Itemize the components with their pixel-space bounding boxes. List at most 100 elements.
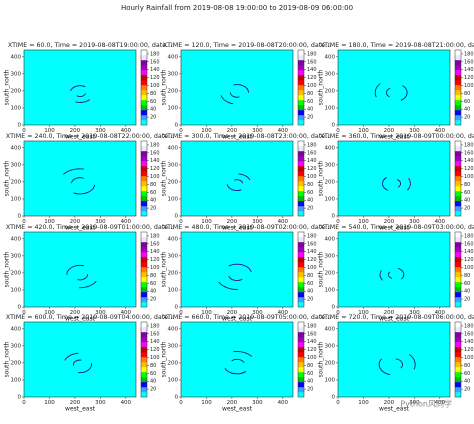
colorbar-segment [455, 201, 461, 207]
x-tick-label: 300 [409, 128, 420, 134]
colorbar-tick-label: 140 [150, 249, 160, 255]
colorbar-segment [455, 141, 461, 147]
colorbar-segment [298, 95, 304, 101]
colorbar-tick-label: 160 [464, 150, 474, 156]
colorbar-tick-label: 160 [464, 59, 474, 65]
colorbar-segment [455, 237, 461, 243]
colorbar-segment [141, 146, 147, 152]
y-tick-label: 200 [325, 88, 336, 94]
colorbar-tick-label: 180 [464, 142, 474, 148]
panel-title: XTIME = 480.0, Time = 2019-08-09T02:00:0… [163, 224, 331, 231]
colorbar-tick-label: 120 [464, 75, 474, 81]
colorbar-segment [141, 257, 147, 263]
y-axis-label: south_north [161, 160, 168, 196]
rain-band [379, 269, 383, 281]
colorbar-tick-label: 80 [307, 91, 313, 97]
colorbar-tick-label: 140 [464, 249, 474, 255]
colorbar-tick-label: 140 [464, 158, 474, 164]
colorbar-segment [455, 352, 461, 358]
colorbar-segment [298, 120, 304, 126]
colorbar-frame [454, 49, 462, 126]
colorbar-tick-label: 80 [307, 182, 313, 188]
x-tick-label: 0 [179, 219, 183, 225]
colorbar-segment [455, 302, 461, 308]
x-tick-label: 100 [44, 310, 55, 316]
y-tick-label: 100 [11, 377, 22, 383]
y-tick-label: 400 [325, 326, 336, 332]
colorbar-segment [455, 95, 461, 101]
colorbar-tick-label: 40 [464, 379, 470, 385]
colorbar-segment [455, 110, 461, 116]
y-tick-label: 400 [325, 54, 336, 60]
x-axis-label: west_east [379, 316, 410, 323]
colorbar-segment [455, 242, 461, 248]
colorbar-segment [298, 372, 304, 378]
colorbar-segment [141, 342, 147, 348]
colorbar-tick-label: 180 [150, 142, 160, 148]
rain-band [230, 92, 240, 98]
x-tick-label: 0 [22, 219, 26, 225]
y-tick-label: 400 [11, 54, 22, 60]
rain-band [220, 95, 234, 105]
colorbar-tick-label: 120 [464, 347, 474, 353]
colorbar-tick-label: 120 [307, 347, 317, 353]
colorbar-segment [298, 347, 304, 353]
y-tick-label: 100 [11, 196, 22, 202]
plot-area [180, 49, 294, 126]
plot-area [23, 140, 137, 217]
colorbar-tick-label: 40 [464, 107, 470, 113]
colorbar-frame [297, 321, 305, 398]
y-tick-label: 0 [18, 305, 22, 311]
y-tick-label: 100 [325, 377, 336, 383]
colorbar-segment [455, 156, 461, 162]
colorbar-tick-label: 20 [464, 115, 470, 121]
colorbar-segment [141, 161, 147, 167]
x-tick-label: 100 [44, 128, 55, 134]
colorbar-tick-label: 120 [150, 257, 160, 263]
colorbar-segment [141, 166, 147, 172]
x-tick-label: 200 [70, 400, 81, 406]
colorbar-segment [455, 232, 461, 238]
x-axis-label: west_east [65, 316, 96, 323]
colorbar-segment [298, 302, 304, 308]
colorbar-tick-label: 120 [464, 257, 474, 263]
colorbar-segment [141, 237, 147, 243]
colorbar-tick-label: 60 [464, 371, 470, 377]
colorbar-segment [141, 357, 147, 363]
colorbar-tick-label: 100 [307, 265, 317, 271]
x-tick-label: 0 [22, 310, 26, 316]
colorbar-segment [298, 357, 304, 363]
colorbar-tick-label: 100 [150, 265, 160, 271]
y-tick-label: 300 [168, 343, 179, 349]
x-tick-label: 400 [278, 128, 289, 134]
y-tick-label: 300 [325, 253, 336, 259]
rain-band [407, 178, 411, 191]
y-axis-label: south_north [4, 160, 11, 196]
colorbar-segment [141, 352, 147, 358]
colorbar-segment [141, 181, 147, 187]
colorbar-segment [141, 252, 147, 258]
y-axis-label: south_north [161, 69, 168, 105]
panel-title: XTIME = 60.0, Time = 2019-08-08T19:00:00… [8, 42, 172, 49]
colorbar-segment [141, 80, 147, 86]
colorbar-segment [298, 392, 304, 398]
y-tick-label: 200 [325, 270, 336, 276]
colorbar-segment [455, 196, 461, 202]
rain-band [66, 264, 85, 275]
colorbar-tick-label: 160 [150, 59, 160, 65]
colorbar-tick-label: 180 [150, 233, 160, 239]
colorbar-segment [298, 146, 304, 152]
colorbar-segment [141, 272, 147, 278]
x-tick-label: 400 [121, 310, 132, 316]
colorbar-segment [141, 55, 147, 61]
y-tick-label: 400 [11, 326, 22, 332]
colorbar-segment [141, 242, 147, 248]
x-tick-label: 200 [384, 219, 395, 225]
x-tick-label: 200 [70, 310, 81, 316]
colorbar-tick-label: 120 [307, 166, 317, 172]
colorbar-tick-label: 120 [464, 166, 474, 172]
colorbar-segment [455, 297, 461, 303]
colorbar-segment [298, 85, 304, 91]
colorbar-tick-label: 80 [150, 273, 156, 279]
colorbar-segment [455, 65, 461, 71]
